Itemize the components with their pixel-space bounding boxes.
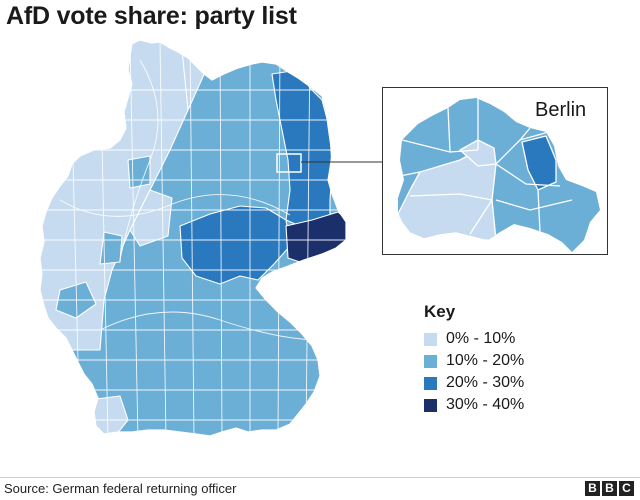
legend-label: 20% - 30% xyxy=(446,374,525,391)
inset-label-berlin: Berlin xyxy=(535,99,587,121)
bbc-logo: B B C xyxy=(585,481,634,496)
legend-swatch xyxy=(424,398,437,412)
legend-label: 10% - 20% xyxy=(446,352,525,369)
page-title: AfD vote share: party list xyxy=(6,2,297,30)
legend-item-3: 20% - 30% xyxy=(424,374,524,392)
germany-outline xyxy=(39,39,347,437)
legend-item-1: 0% - 10% xyxy=(424,330,515,348)
berlin-marker xyxy=(276,153,302,173)
logo-letter: B xyxy=(602,481,617,496)
legend-swatch xyxy=(424,332,437,346)
logo-letter: B xyxy=(585,481,600,496)
legend-item-2: 10% - 20% xyxy=(424,352,524,370)
legend-item-4: 30% - 40% xyxy=(424,396,524,414)
source-note: Source: German federal returning officer xyxy=(4,481,237,496)
legend-title: Key xyxy=(424,302,456,321)
legend-label: 30% - 40% xyxy=(446,396,525,413)
logo-letter: C xyxy=(619,481,634,496)
legend-swatch xyxy=(424,376,437,390)
legend-swatch xyxy=(424,354,437,368)
legend-label: 0% - 10% xyxy=(446,330,516,347)
footer-divider xyxy=(0,477,640,478)
